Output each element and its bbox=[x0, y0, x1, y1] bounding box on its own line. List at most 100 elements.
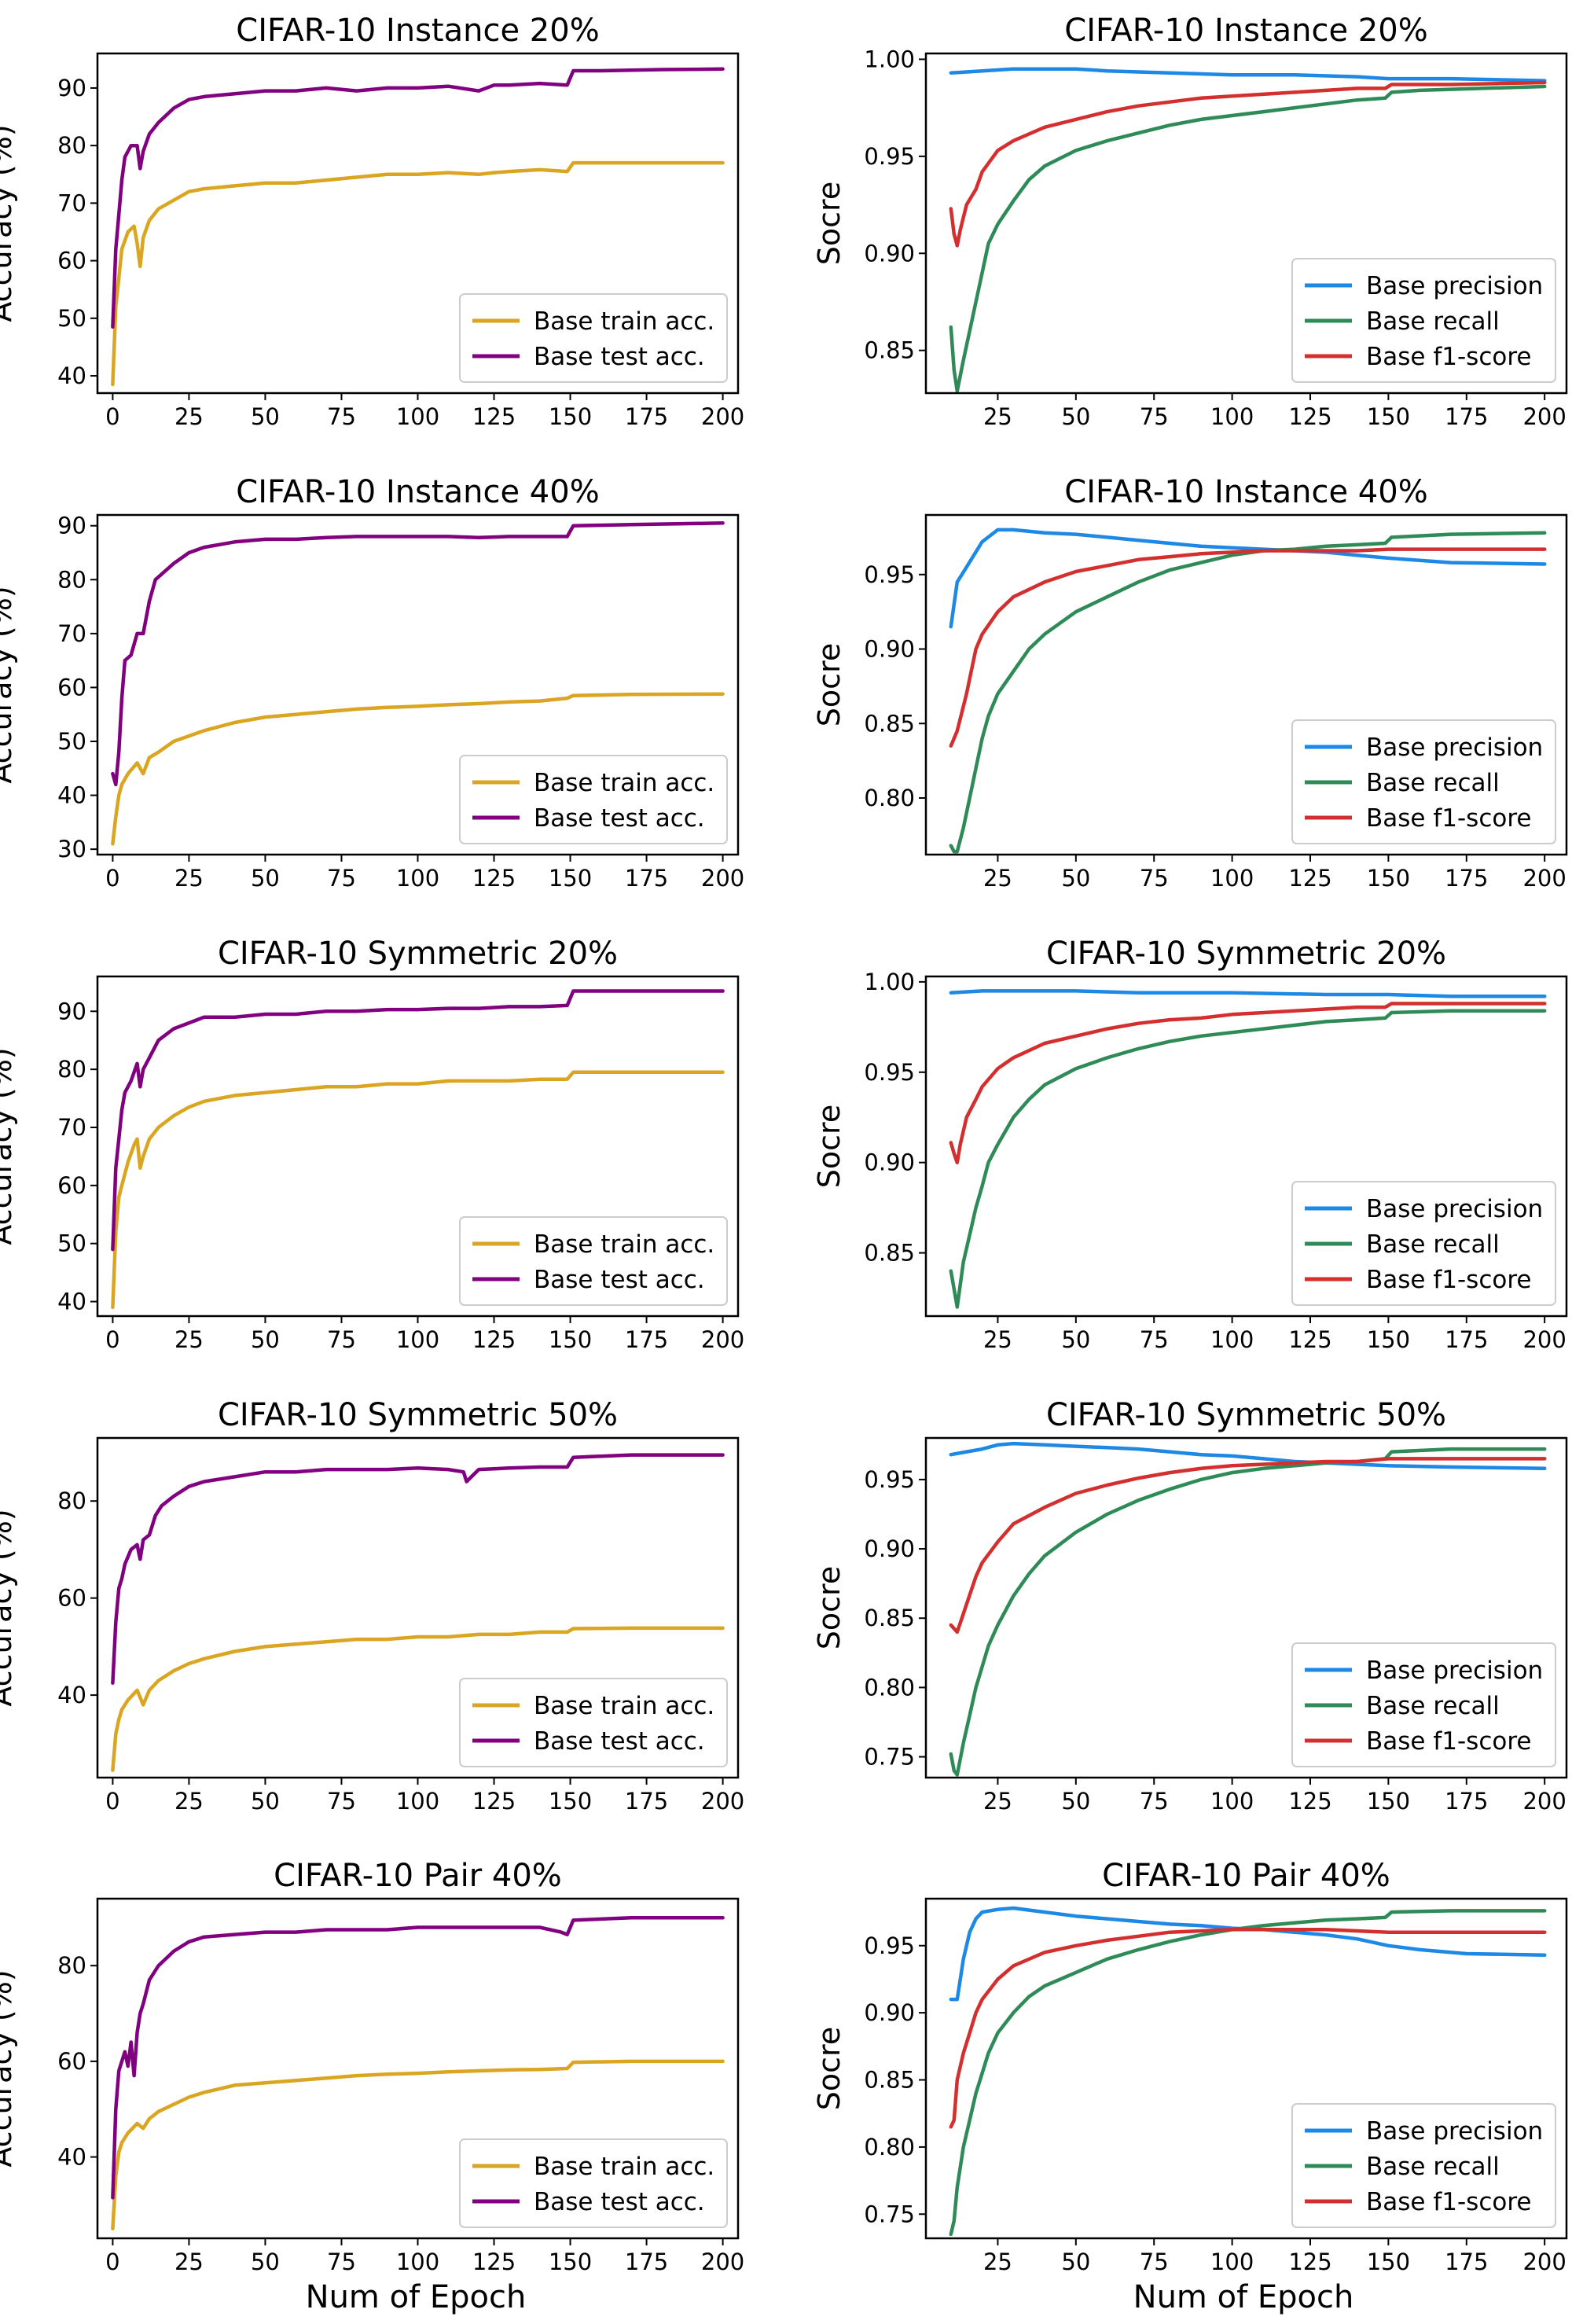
y-tick-label: 60 bbox=[57, 674, 86, 701]
legend-box bbox=[459, 2138, 728, 2228]
legend-box bbox=[459, 755, 728, 844]
legend: Base precision Base recall Base f1-score bbox=[1291, 2103, 1556, 2228]
chart-panel: CIFAR-10 Instance 40% Accuracy (%) 0 25 50 75… bbox=[0, 474, 744, 892]
legend-label: Base test acc. bbox=[534, 2188, 705, 2216]
x-tick-label: 0 bbox=[105, 403, 119, 430]
x-tick-label: 0 bbox=[105, 865, 119, 892]
series-line bbox=[111, 1070, 725, 1310]
y-tick-label: 60 bbox=[57, 248, 86, 274]
series-line bbox=[949, 1909, 1547, 2237]
x-tick-label: 75 bbox=[327, 865, 356, 892]
x-tick-label: 175 bbox=[1445, 403, 1488, 430]
chart-panel: CIFAR-10 Symmetric 20% Socre 25 50 75 100 125 1… bbox=[812, 936, 1568, 1353]
series-line bbox=[949, 1928, 1547, 2129]
x-tick-label: 200 bbox=[701, 403, 744, 430]
legend-label: Base train acc. bbox=[534, 769, 714, 797]
legend: Base precision Base recall Base f1-score bbox=[1291, 258, 1556, 383]
x-tick-label: 200 bbox=[701, 865, 744, 892]
y-tick-label: 70 bbox=[57, 620, 86, 647]
x-tick-label: 200 bbox=[701, 1788, 744, 1815]
chart-panel: CIFAR-10 Pair 40% Accuracy (%) 0 25 50 75 100 1… bbox=[0, 1858, 744, 2275]
x-tick-label: 125 bbox=[472, 1788, 516, 1815]
legend-label: Base train acc. bbox=[534, 2153, 714, 2181]
y-tick-label: 50 bbox=[57, 728, 86, 755]
legend-box bbox=[1291, 2103, 1556, 2228]
y-axis-label: Accuracy (%) bbox=[0, 1509, 18, 1706]
series-line bbox=[949, 1002, 1547, 1164]
series-line bbox=[949, 1457, 1547, 1635]
legend-label: Base precision bbox=[1366, 1195, 1543, 1223]
x-tick-label: 50 bbox=[1061, 403, 1090, 430]
x-tick-label: 25 bbox=[983, 403, 1012, 430]
y-tick-label: 0.95 bbox=[864, 1059, 915, 1086]
x-tick-label: 75 bbox=[1140, 1788, 1169, 1815]
x-tick-label: 75 bbox=[327, 403, 356, 430]
series-line bbox=[111, 989, 725, 1252]
x-tick-label: 25 bbox=[983, 2249, 1012, 2275]
y-tick-label: 80 bbox=[57, 1056, 86, 1083]
y-tick-label: 90 bbox=[57, 75, 86, 101]
x-tick-label: 75 bbox=[1140, 403, 1169, 430]
y-tick-label: 0.95 bbox=[864, 143, 915, 170]
chart-title: CIFAR-10 Instance 40% bbox=[1064, 474, 1427, 510]
y-tick-label: 0.85 bbox=[864, 710, 915, 737]
x-tick-label: 50 bbox=[251, 403, 280, 430]
x-tick-label: 0 bbox=[105, 1788, 119, 1815]
x-tick-label: 100 bbox=[1210, 2249, 1254, 2275]
x-tick-label: 175 bbox=[625, 403, 668, 430]
x-tick-label: 100 bbox=[1210, 403, 1254, 430]
x-tick-label: 150 bbox=[549, 1326, 592, 1353]
legend-box bbox=[459, 1678, 728, 1767]
series-line bbox=[949, 84, 1547, 393]
legend-label: Base train acc. bbox=[534, 307, 714, 336]
legend-label: Base test acc. bbox=[534, 804, 705, 833]
x-tick-label: 125 bbox=[1288, 1326, 1331, 1353]
y-tick-label: 0.80 bbox=[864, 785, 915, 811]
chart-title: CIFAR-10 Pair 40% bbox=[1102, 1858, 1390, 1894]
y-tick-label: 60 bbox=[57, 1585, 86, 1612]
x-tick-label: 175 bbox=[625, 1326, 668, 1353]
y-tick-label: 70 bbox=[57, 189, 86, 216]
series-line bbox=[111, 2059, 725, 2231]
y-tick-label: 90 bbox=[57, 513, 86, 539]
plot-frame bbox=[96, 1897, 740, 2240]
chart-title: CIFAR-10 Instance 20% bbox=[1064, 13, 1427, 49]
y-tick-label: 70 bbox=[57, 1114, 86, 1141]
x-tick-label: 0 bbox=[105, 2249, 119, 2275]
x-tick-label: 0 bbox=[105, 1326, 119, 1353]
y-tick-label: 60 bbox=[57, 1172, 86, 1199]
legend-label: Base precision bbox=[1366, 1657, 1543, 1685]
series-line bbox=[949, 67, 1547, 83]
x-tick-label: 125 bbox=[472, 403, 516, 430]
series-line bbox=[111, 521, 725, 787]
y-tick-label: 0.90 bbox=[864, 1999, 915, 2026]
y-tick-label: 40 bbox=[57, 2144, 86, 2171]
series-line bbox=[111, 1916, 725, 2200]
legend-box bbox=[1291, 1642, 1556, 1767]
x-tick-label: 150 bbox=[549, 2249, 592, 2275]
y-axis-label: Accuracy (%) bbox=[0, 586, 18, 783]
legend-label: Base f1-score bbox=[1366, 343, 1531, 371]
x-tick-label: 100 bbox=[396, 1788, 439, 1815]
plot-frame bbox=[96, 52, 740, 395]
series-line bbox=[949, 528, 1547, 629]
series-line bbox=[949, 989, 1547, 998]
x-tick-label: 150 bbox=[1367, 865, 1410, 892]
chart-panel: CIFAR-10 Symmetric 20% Accuracy (%) 0 25 50 7… bbox=[0, 936, 744, 1353]
legend: Base precision Base recall Base f1-score bbox=[1291, 1181, 1556, 1306]
x-tick-label: 75 bbox=[327, 2249, 356, 2275]
plot-frame bbox=[96, 513, 740, 856]
y-tick-label: 60 bbox=[57, 2048, 86, 2075]
y-tick-label: 1.00 bbox=[864, 46, 915, 72]
x-tick-label: 75 bbox=[1140, 2249, 1169, 2275]
legend-label: Base f1-score bbox=[1366, 804, 1531, 833]
x-tick-label: 150 bbox=[1367, 2249, 1410, 2275]
x-tick-label: 50 bbox=[251, 1326, 280, 1353]
legend-box bbox=[1291, 719, 1556, 844]
legend-label: Base f1-score bbox=[1366, 1727, 1531, 1756]
series-line bbox=[949, 547, 1547, 748]
series-line bbox=[949, 80, 1547, 248]
legend-label: Base recall bbox=[1366, 1230, 1500, 1259]
x-tick-label: 175 bbox=[1445, 2249, 1488, 2275]
legend-label: Base recall bbox=[1366, 2153, 1500, 2181]
